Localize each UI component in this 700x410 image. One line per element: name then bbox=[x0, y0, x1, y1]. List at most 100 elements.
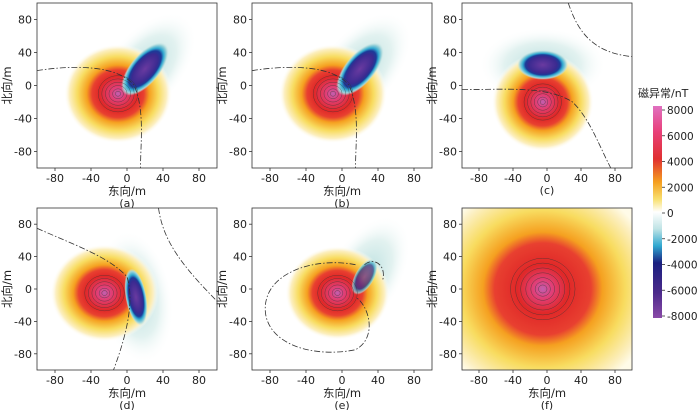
x-axis-label: 东向/m bbox=[528, 386, 566, 400]
panel-label: (b) bbox=[334, 197, 350, 210]
colorbar-gradient bbox=[653, 106, 662, 318]
contour-line bbox=[525, 272, 560, 306]
negative-anomaly bbox=[351, 259, 378, 295]
contour-line bbox=[328, 284, 347, 302]
y-tick-label: -80 bbox=[229, 146, 247, 159]
colorbar-tick-label: 2000 bbox=[667, 182, 694, 194]
colorbar-tick-label: 6000 bbox=[667, 131, 694, 143]
contour-line bbox=[108, 85, 128, 103]
contour-line bbox=[84, 274, 125, 312]
contour-line bbox=[520, 267, 566, 311]
contour-line bbox=[115, 91, 121, 97]
y-tick-label: -40 bbox=[14, 113, 32, 126]
x-axis-label: 东向/m bbox=[323, 184, 361, 198]
y-tick-label: 80 bbox=[233, 14, 247, 27]
x-tick-label: -40 bbox=[297, 374, 315, 387]
colorbar-tick-label: -8000 bbox=[667, 311, 698, 323]
x-tick-label: -40 bbox=[504, 172, 522, 185]
y-tick-label: -80 bbox=[439, 348, 457, 361]
contour-line bbox=[515, 262, 571, 316]
x-tick-label: 80 bbox=[608, 374, 622, 387]
contour-line bbox=[324, 281, 351, 305]
positive-anomaly bbox=[491, 52, 594, 152]
positive-anomaly bbox=[462, 208, 632, 370]
y-axis-label: 北向/m bbox=[0, 66, 14, 104]
heatmap-field bbox=[462, 208, 632, 370]
x-tick-label: 80 bbox=[407, 374, 421, 387]
contour-line bbox=[510, 257, 576, 321]
x-tick-label: -80 bbox=[261, 172, 279, 185]
panel-d: -80 -40 0 40 80 80 40 0 -40 -80 东向/m 北向/m (d) bbox=[0, 207, 218, 410]
x-tick-label: 40 bbox=[371, 172, 385, 185]
panel-e: -80 -40 0 40 80 80 40 0 -40 -80 东向/m 北向/m (e) bbox=[215, 207, 433, 410]
x-tick-label: -40 bbox=[82, 374, 100, 387]
y-tick-label: 80 bbox=[18, 14, 32, 27]
colorbar-tick-label: -2000 bbox=[667, 234, 698, 246]
x-tick-label: -40 bbox=[504, 374, 522, 387]
contour-line bbox=[88, 278, 121, 308]
contour-line bbox=[112, 88, 124, 99]
x-tick-label: -80 bbox=[470, 374, 488, 387]
y-tick-label: -80 bbox=[14, 146, 32, 159]
heatmap-field bbox=[462, 3, 632, 168]
y-axis-label: 北向/m bbox=[215, 66, 229, 104]
contour-line bbox=[537, 96, 549, 108]
panel-f: -80 -40 0 40 80 80 40 0 -40 -80 东向/m 北向/m (f) bbox=[425, 207, 633, 410]
contour-line bbox=[317, 274, 358, 312]
panel-label: (e) bbox=[334, 399, 349, 410]
y-tick-label: -40 bbox=[439, 315, 457, 328]
y-axis-label: 北向/m bbox=[0, 270, 14, 308]
y-axis-label: 北向/m bbox=[425, 270, 439, 308]
x-tick-label: 0 bbox=[544, 374, 551, 387]
y-tick-label: 40 bbox=[233, 47, 247, 60]
y-tick-label: 80 bbox=[233, 218, 247, 231]
panel-c: -80 -40 0 40 80 80 40 0 -40 -80 北向/m (c) bbox=[425, 2, 633, 197]
zero-contour bbox=[37, 208, 217, 370]
y-tick-label: 0 bbox=[240, 80, 247, 93]
panel-label: (a) bbox=[119, 197, 134, 210]
colorbar-tick-label: 4000 bbox=[667, 157, 694, 169]
y-axis-label: 北向/m bbox=[425, 66, 439, 104]
x-tick-label: -80 bbox=[46, 374, 64, 387]
colorbar-title: 磁异常/nT bbox=[638, 87, 689, 100]
y-tick-label: 0 bbox=[450, 80, 457, 93]
contour-line bbox=[327, 88, 339, 99]
heatmap-field bbox=[252, 3, 432, 168]
contour-line bbox=[534, 281, 551, 297]
x-tick-label: 80 bbox=[608, 172, 622, 185]
y-tick-label: -40 bbox=[439, 113, 457, 126]
contour-line bbox=[105, 81, 131, 106]
contour-line bbox=[530, 277, 555, 301]
y-tick-label: -40 bbox=[229, 315, 247, 328]
x-tick-label: -80 bbox=[46, 172, 64, 185]
y-tick-label: -80 bbox=[14, 348, 32, 361]
panel-a: -80 -40 0 40 80 80 40 0 -40 -80 东向/m 北向/m (a) bbox=[0, 2, 218, 210]
x-axis-label: 东向/m bbox=[323, 386, 361, 400]
y-tick-label: 0 bbox=[240, 283, 247, 296]
x-tick-label: 40 bbox=[156, 374, 170, 387]
x-tick-label: 40 bbox=[574, 172, 588, 185]
contour-line bbox=[95, 284, 114, 302]
contour-line bbox=[97, 75, 139, 113]
contour-line bbox=[101, 78, 135, 109]
y-tick-label: 40 bbox=[443, 47, 457, 60]
colorbar-tick-label: -6000 bbox=[667, 285, 698, 297]
y-tick-label: -80 bbox=[439, 146, 457, 159]
y-tick-label: -40 bbox=[229, 113, 247, 126]
contour-line bbox=[316, 78, 350, 109]
contour-line bbox=[539, 99, 546, 105]
y-tick-label: 40 bbox=[18, 251, 32, 264]
y-tick-label: 40 bbox=[233, 251, 247, 264]
contour-line bbox=[527, 86, 559, 118]
contour-line bbox=[98, 287, 111, 299]
x-tick-label: -80 bbox=[470, 172, 488, 185]
x-tick-label: -40 bbox=[297, 172, 315, 185]
contour-line bbox=[320, 81, 346, 106]
zero-contour bbox=[462, 3, 632, 168]
x-tick-label: 0 bbox=[544, 172, 551, 185]
contour-line bbox=[331, 287, 344, 299]
contour-line bbox=[101, 290, 108, 296]
heatmap-field bbox=[252, 208, 432, 370]
contour-line bbox=[323, 85, 343, 103]
